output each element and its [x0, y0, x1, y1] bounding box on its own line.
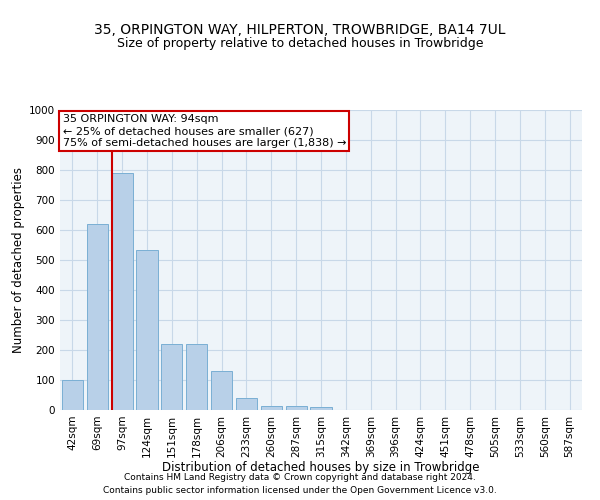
Bar [310, 407, 332, 410]
Text: Size of property relative to detached houses in Trowbridge: Size of property relative to detached ho… [117, 38, 483, 51]
Text: Contains HM Land Registry data © Crown copyright and database right 2024.: Contains HM Land Registry data © Crown c… [124, 472, 476, 482]
Bar [186, 344, 207, 410]
Bar [211, 371, 232, 410]
Bar [112, 173, 133, 410]
Text: Contains public sector information licensed under the Open Government Licence v3: Contains public sector information licen… [103, 486, 497, 495]
Bar [161, 344, 182, 410]
Text: 35 ORPINGTON WAY: 94sqm
← 25% of detached houses are smaller (627)
75% of semi-d: 35 ORPINGTON WAY: 94sqm ← 25% of detache… [62, 114, 346, 148]
Bar [261, 406, 282, 410]
Bar [286, 406, 307, 410]
Bar [136, 250, 158, 410]
Y-axis label: Number of detached properties: Number of detached properties [12, 167, 25, 353]
X-axis label: Distribution of detached houses by size in Trowbridge: Distribution of detached houses by size … [162, 461, 480, 474]
Bar [236, 398, 257, 410]
Bar [87, 224, 108, 410]
Bar [62, 380, 83, 410]
Text: 35, ORPINGTON WAY, HILPERTON, TROWBRIDGE, BA14 7UL: 35, ORPINGTON WAY, HILPERTON, TROWBRIDGE… [94, 22, 506, 36]
